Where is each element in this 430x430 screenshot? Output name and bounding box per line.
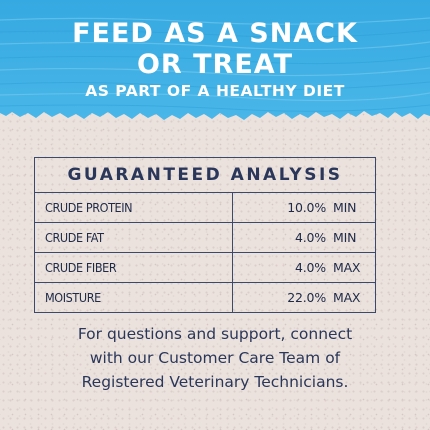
nutrient-qualifier: MIN (333, 230, 357, 245)
nutrient-value: 4.0% (295, 260, 326, 275)
nutrient-name: CRUDE FIBER (35, 253, 233, 282)
support-line-3: Registered Veterinary Technicians. (81, 373, 349, 391)
nutrient-amount: 4.0% MIN (233, 223, 375, 252)
support-message: For questions and support, connect with … (0, 322, 430, 394)
table-row: CRUDE FAT 4.0% MIN (35, 223, 375, 253)
table-row: CRUDE FIBER 4.0% MAX (35, 253, 375, 283)
nutrient-value: 4.0% (295, 230, 326, 245)
nutrient-amount: 22.0% MAX (233, 283, 375, 312)
support-line-2: with our Customer Care Team of (89, 349, 341, 367)
headline-line-1: FEED AS A SNACK (72, 18, 358, 49)
nutrient-qualifier: MAX (333, 290, 361, 305)
nutrient-name: MOISTURE (35, 283, 233, 312)
support-line-1: For questions and support, connect (77, 325, 353, 343)
headline-subline: AS PART OF A HEALTHY DIET (85, 82, 345, 100)
table-row: CRUDE PROTEIN 10.0% MIN (35, 193, 375, 223)
blue-banner (0, 0, 430, 140)
analysis-title: GUARANTEED ANALYSIS (35, 158, 375, 193)
nutrient-value: 10.0% (287, 200, 326, 215)
nutrient-qualifier: MAX (333, 260, 361, 275)
table-row: MOISTURE 22.0% MAX (35, 283, 375, 312)
headline: FEED AS A SNACK OR TREAT AS PART OF A HE… (0, 18, 430, 101)
nutrient-name: CRUDE FAT (35, 223, 233, 252)
headline-line-2: OR TREAT (136, 49, 293, 80)
nutrient-amount: 4.0% MAX (233, 253, 375, 282)
brush-stroke-banner (0, 0, 430, 120)
nutrient-amount: 10.0% MIN (233, 193, 375, 222)
nutrient-value: 22.0% (287, 290, 326, 305)
nutrient-qualifier: MIN (333, 200, 357, 215)
nutrient-name: CRUDE PROTEIN (35, 193, 233, 222)
guaranteed-analysis-table: GUARANTEED ANALYSIS CRUDE PROTEIN 10.0% … (34, 157, 376, 313)
